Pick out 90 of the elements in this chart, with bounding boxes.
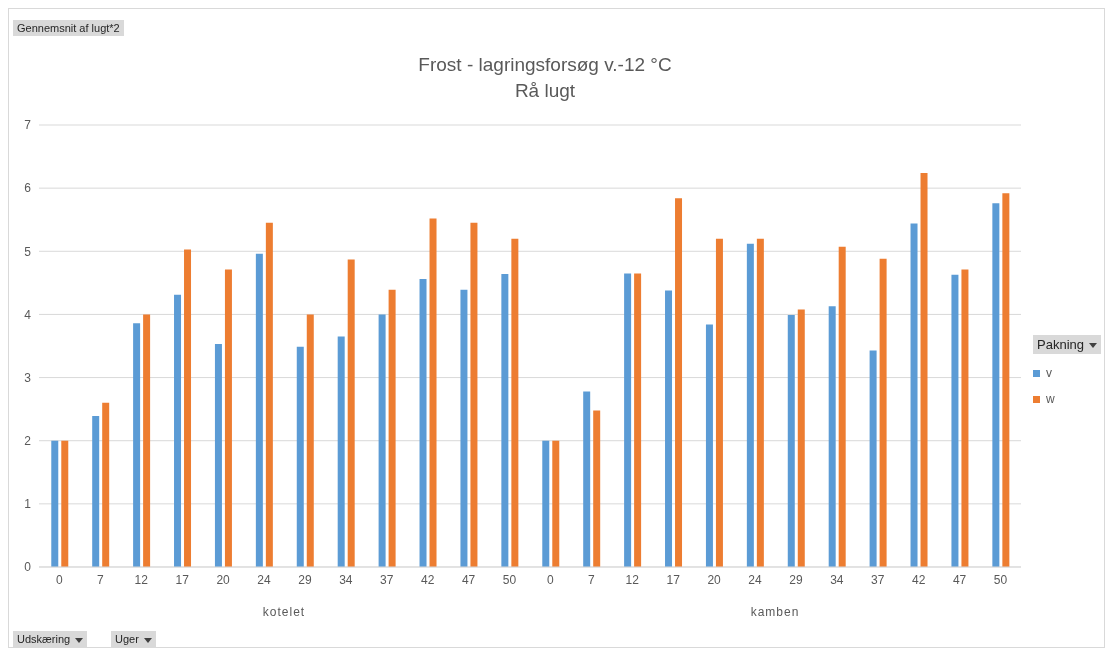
bar [501, 274, 509, 567]
y-tick-label: 7 [24, 118, 32, 133]
bar [337, 336, 345, 567]
x-tick-label: 37 [380, 572, 394, 587]
legend-label: w [1045, 392, 1056, 406]
x-tick-label: 42 [912, 572, 926, 587]
bar [879, 258, 887, 567]
bar [593, 410, 601, 567]
y-tick-label: 2 [24, 433, 32, 448]
bar [429, 218, 437, 567]
bar [910, 223, 918, 567]
x-tick-label: 50 [993, 572, 1008, 587]
bar [624, 273, 632, 567]
x-tick-label: 24 [257, 572, 272, 587]
x-tick-label: 47 [952, 572, 967, 587]
bar [174, 294, 182, 567]
bar [665, 290, 673, 567]
bar [470, 222, 478, 567]
chart-title: Frost - lagringsforsøg v.-12 °C [417, 53, 673, 77]
y-tick-label: 4 [24, 307, 32, 322]
bar [143, 314, 151, 567]
x-tick-label: 0 [547, 572, 555, 587]
bar [828, 306, 836, 567]
bar [715, 238, 723, 567]
x-tick-label: 17 [666, 572, 681, 587]
x-tick-label: 34 [339, 572, 353, 587]
x-tick-label: 0 [56, 572, 64, 587]
y-tick-label: 5 [24, 244, 32, 259]
x-tick-label: 24 [748, 572, 763, 587]
x-tick-label: 7 [97, 572, 105, 587]
bar [388, 289, 396, 567]
bar [92, 416, 100, 567]
x-tick-label: 29 [298, 572, 312, 587]
bar [255, 253, 263, 567]
chart-subtitle: Rå lugt [513, 79, 577, 103]
bar [951, 274, 959, 567]
bar [306, 314, 314, 567]
x-tick-label: 12 [134, 572, 149, 587]
bar [920, 172, 928, 567]
text: Uger [111, 631, 156, 647]
x-tick-label: 20 [707, 572, 722, 587]
y-tick-label: 3 [24, 370, 32, 385]
x-tick-label: 50 [502, 572, 517, 587]
bar [746, 243, 754, 567]
x-tick-label: 47 [461, 572, 476, 587]
bar [460, 289, 468, 567]
bar [296, 346, 304, 567]
bar [347, 259, 355, 567]
bar [265, 222, 273, 567]
text: Udskæring [13, 631, 88, 647]
x-tick-label: 20 [216, 572, 231, 587]
x-tick-label: 7 [588, 572, 596, 587]
legend-label: v [1045, 366, 1053, 380]
text: kamben [749, 605, 801, 619]
y-tick-label: 0 [24, 560, 32, 575]
bar [51, 440, 59, 567]
bar [838, 246, 846, 567]
x-tick-label: 37 [871, 572, 885, 587]
x-tick-label: 29 [789, 572, 803, 587]
bar [797, 309, 805, 567]
bar [214, 344, 222, 567]
bar [705, 324, 713, 567]
bar [184, 249, 192, 567]
bar [419, 279, 427, 567]
bar [787, 315, 795, 567]
bar [961, 269, 969, 567]
bar [511, 238, 519, 567]
bar [756, 238, 764, 567]
text: Gennemsnit af lugt*2 [13, 20, 124, 36]
bar [61, 440, 69, 567]
bar [552, 440, 560, 567]
x-tick-label: 42 [421, 572, 435, 587]
bar [542, 440, 550, 567]
y-tick-label: 1 [24, 497, 32, 512]
bar [634, 273, 642, 567]
bar [378, 314, 386, 567]
y-tick-label: 6 [24, 181, 32, 196]
bar [675, 198, 683, 567]
bar [583, 391, 591, 567]
text: kotelet [261, 605, 307, 619]
x-tick-label: 34 [830, 572, 844, 587]
bar [1002, 193, 1010, 567]
bar [133, 323, 141, 567]
bar [869, 350, 877, 567]
x-tick-label: 17 [175, 572, 190, 587]
x-tick-label: 12 [625, 572, 640, 587]
bar [224, 269, 232, 567]
bar [102, 402, 110, 567]
bar [992, 203, 1000, 567]
legend-title: Pakning [1033, 335, 1101, 354]
